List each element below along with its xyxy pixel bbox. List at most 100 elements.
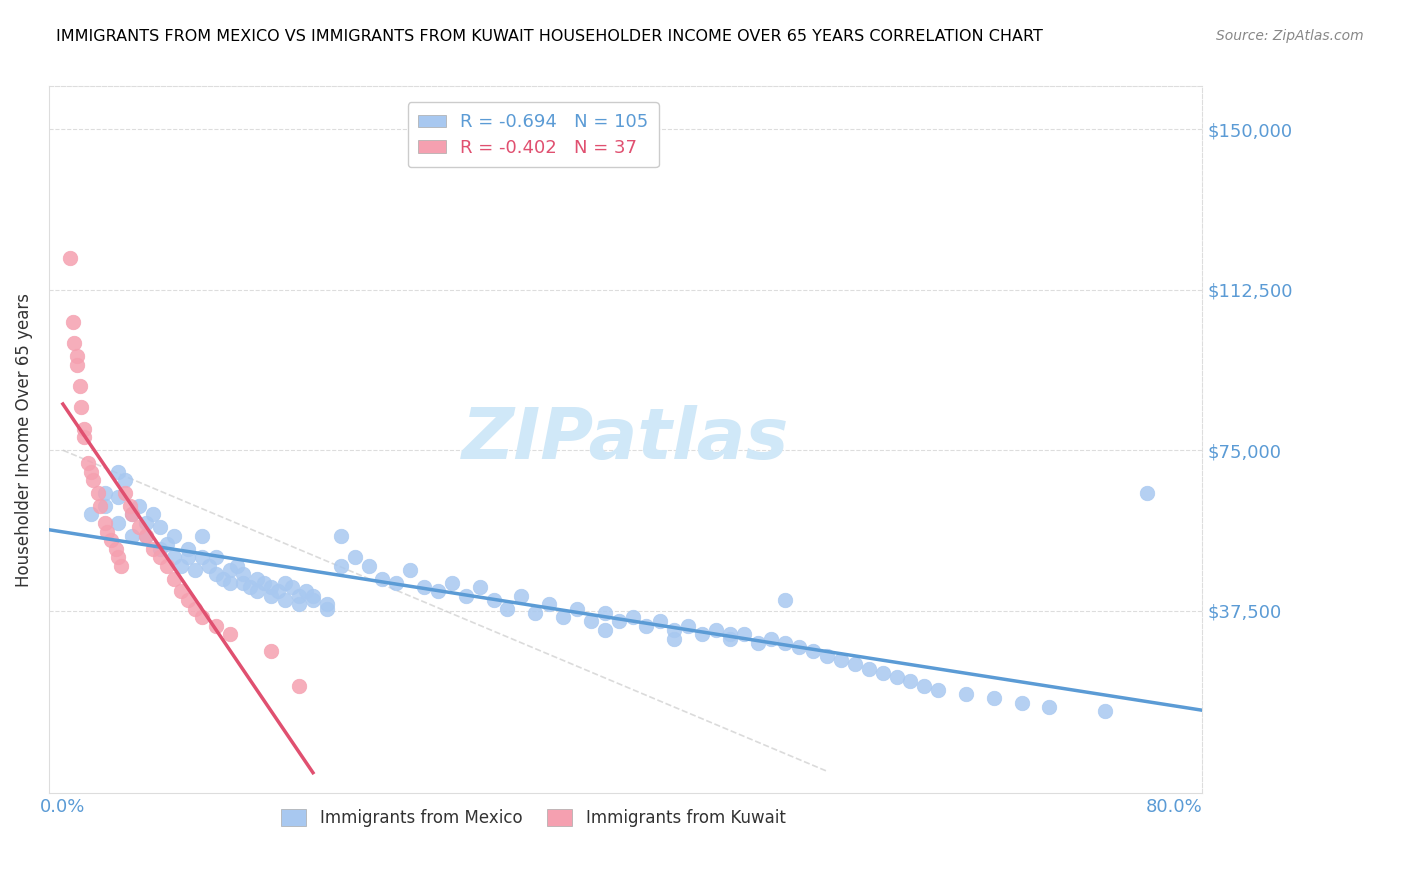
Point: [787, 640, 810, 654]
Point: [775, 593, 797, 607]
Point: [184, 601, 207, 615]
Point: [142, 541, 165, 556]
Point: [565, 601, 588, 615]
Point: [468, 580, 491, 594]
Text: Source: ZipAtlas.com: Source: ZipAtlas.com: [1216, 29, 1364, 43]
Point: [73, 430, 96, 444]
Point: [315, 597, 337, 611]
Point: [135, 529, 157, 543]
Point: [260, 589, 283, 603]
Point: [177, 541, 200, 556]
Point: [211, 572, 233, 586]
Point: [128, 499, 150, 513]
Point: [177, 593, 200, 607]
Point: [302, 589, 325, 603]
Point: [343, 550, 366, 565]
Point: [427, 584, 450, 599]
Point: [73, 422, 96, 436]
Point: [955, 687, 977, 701]
Point: [288, 679, 311, 693]
Point: [267, 584, 290, 599]
Point: [664, 623, 686, 637]
Point: [482, 593, 505, 607]
Point: [510, 589, 533, 603]
Point: [440, 575, 463, 590]
Point: [218, 627, 240, 641]
Point: [191, 610, 214, 624]
Point: [96, 524, 118, 539]
Point: [197, 558, 219, 573]
Point: [454, 589, 477, 603]
Point: [872, 665, 894, 680]
Point: [650, 615, 672, 629]
Point: [886, 670, 908, 684]
Legend: Immigrants from Mexico, Immigrants from Kuwait: Immigrants from Mexico, Immigrants from …: [274, 802, 792, 834]
Point: [107, 491, 129, 505]
Point: [93, 516, 115, 530]
Point: [156, 558, 179, 573]
Text: ZIPatlas: ZIPatlas: [463, 405, 789, 474]
Point: [100, 533, 122, 547]
Point: [1094, 704, 1116, 718]
Point: [218, 563, 240, 577]
Point: [399, 563, 422, 577]
Point: [329, 558, 352, 573]
Point: [142, 508, 165, 522]
Point: [621, 610, 644, 624]
Point: [232, 575, 254, 590]
Point: [121, 508, 143, 522]
Point: [114, 486, 136, 500]
Point: [107, 550, 129, 565]
Point: [239, 580, 262, 594]
Point: [204, 567, 226, 582]
Point: [246, 584, 269, 599]
Point: [385, 575, 408, 590]
Point: [593, 606, 616, 620]
Point: [302, 593, 325, 607]
Point: [747, 636, 769, 650]
Point: [329, 529, 352, 543]
Point: [1038, 700, 1060, 714]
Point: [204, 618, 226, 632]
Point: [121, 529, 143, 543]
Point: [135, 529, 157, 543]
Point: [170, 584, 193, 599]
Point: [118, 499, 141, 513]
Point: [413, 580, 436, 594]
Point: [496, 601, 519, 615]
Point: [82, 473, 104, 487]
Point: [149, 550, 172, 565]
Point: [104, 541, 127, 556]
Point: [253, 575, 276, 590]
Point: [260, 580, 283, 594]
Point: [149, 541, 172, 556]
Point: [288, 597, 311, 611]
Point: [191, 529, 214, 543]
Point: [59, 251, 82, 265]
Point: [579, 615, 602, 629]
Point: [858, 661, 880, 675]
Point: [371, 572, 394, 586]
Point: [636, 618, 658, 632]
Point: [983, 691, 1005, 706]
Point: [79, 465, 101, 479]
Point: [288, 589, 311, 603]
Point: [704, 623, 727, 637]
Point: [775, 636, 797, 650]
Point: [107, 516, 129, 530]
Point: [830, 653, 852, 667]
Point: [191, 550, 214, 565]
Point: [114, 473, 136, 487]
Point: [912, 679, 935, 693]
Point: [593, 623, 616, 637]
Point: [163, 550, 186, 565]
Point: [89, 499, 111, 513]
Point: [66, 349, 89, 363]
Point: [77, 456, 100, 470]
Point: [204, 550, 226, 565]
Y-axis label: Householder Income Over 65 years: Householder Income Over 65 years: [15, 293, 32, 587]
Point: [295, 584, 318, 599]
Point: [900, 674, 922, 689]
Point: [149, 520, 172, 534]
Point: [86, 486, 108, 500]
